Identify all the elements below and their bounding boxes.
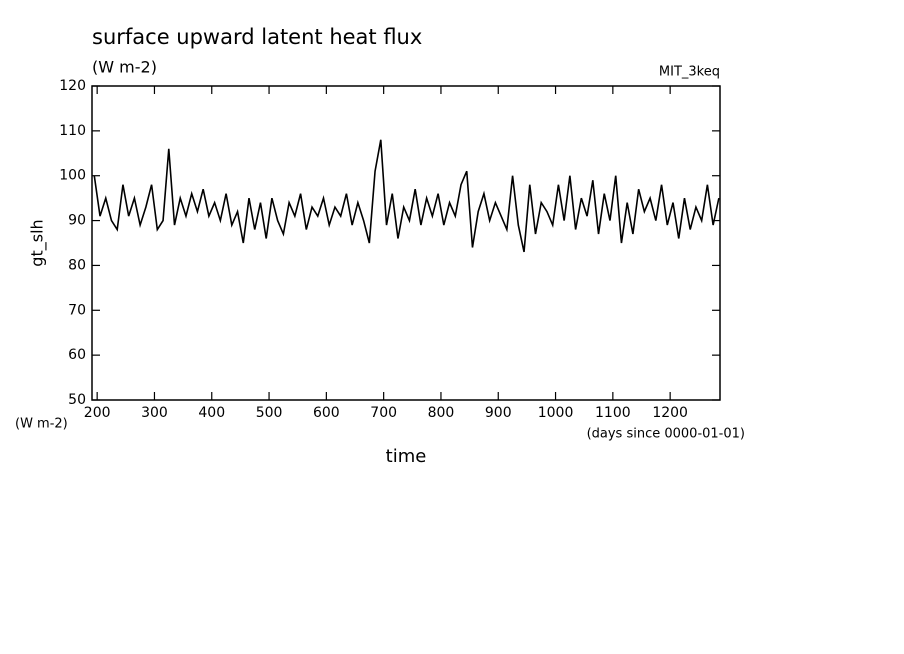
subtitle: (W m-2) xyxy=(92,58,157,77)
y-tick-label: 80 xyxy=(68,257,86,273)
plot-frame xyxy=(91,85,721,401)
y-axis-label: gt_slh xyxy=(28,219,48,266)
x-unit: (days since 0000-01-01) xyxy=(587,427,745,442)
x-tick-label: 1000 xyxy=(538,405,574,421)
y-tick-label: 120 xyxy=(59,78,86,94)
y-tick-label: 100 xyxy=(59,168,86,184)
annotation: MIT_3keq xyxy=(659,65,720,80)
x-axis-label: time xyxy=(386,446,427,467)
y-tick-label: 50 xyxy=(68,392,86,408)
x-tick-label: 1200 xyxy=(652,405,688,421)
x-tick-label: 300 xyxy=(141,405,168,421)
x-tick-label: 700 xyxy=(370,405,397,421)
x-tick-label: 600 xyxy=(313,405,340,421)
data-line xyxy=(93,139,720,253)
x-tick-label: 200 xyxy=(84,405,111,421)
chart-title: surface upward latent heat flux xyxy=(92,25,422,49)
y-tick-label: 110 xyxy=(59,123,86,139)
y-tick-label: 60 xyxy=(68,347,86,363)
x-tick-label: 400 xyxy=(198,405,225,421)
y-unit: (W m-2) xyxy=(15,417,68,432)
x-tick-label: 1100 xyxy=(595,405,631,421)
y-tick-label: 90 xyxy=(68,213,86,229)
x-tick-label: 800 xyxy=(428,405,455,421)
x-tick-label: 900 xyxy=(485,405,512,421)
x-tick-label: 500 xyxy=(256,405,283,421)
y-tick-label: 70 xyxy=(68,302,86,318)
